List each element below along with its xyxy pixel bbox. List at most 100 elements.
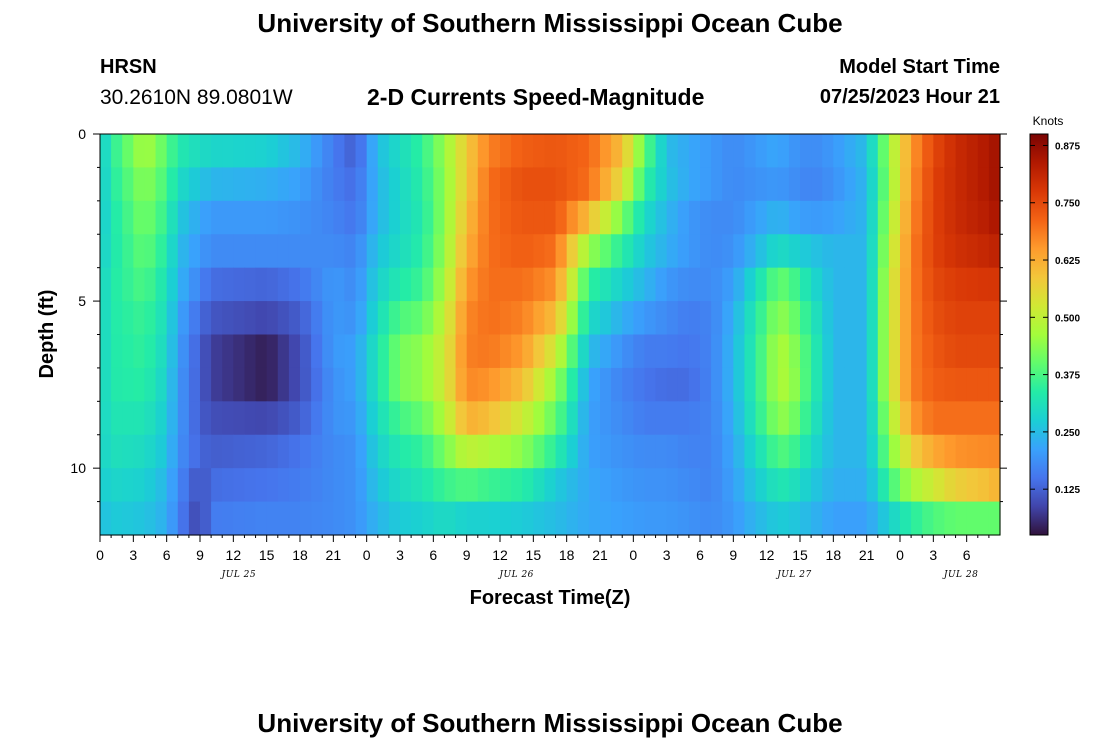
colorbar-tick-label: 0.250 — [1055, 428, 1080, 439]
heatmap-cell — [122, 301, 134, 336]
heatmap-cell — [977, 267, 990, 302]
heatmap-cell — [177, 200, 190, 235]
heatmap-cell — [711, 401, 723, 436]
heatmap-cell — [188, 200, 201, 235]
heatmap-cell — [977, 334, 990, 369]
heatmap-cell — [344, 134, 357, 169]
heatmap-cell — [266, 134, 279, 169]
heatmap-cell — [411, 334, 423, 369]
heatmap-cell — [400, 267, 412, 302]
heatmap-cell — [622, 501, 634, 536]
heatmap-cell — [155, 167, 168, 202]
heatmap-cell — [166, 134, 179, 169]
heatmap-cell — [400, 301, 412, 336]
heatmap-cell — [500, 367, 512, 402]
heatmap-cell — [433, 501, 446, 536]
heatmap-cell — [922, 167, 934, 202]
heatmap-cell — [811, 134, 823, 169]
heatmap-cell — [533, 367, 546, 402]
heatmap-cell — [544, 334, 557, 369]
heatmap-cell — [422, 401, 434, 436]
heatmap-cell — [766, 367, 779, 402]
heatmap-cell — [333, 167, 346, 202]
heatmap-cell — [544, 167, 557, 202]
heatmap-cell — [511, 334, 523, 369]
heatmap-cell — [311, 468, 323, 503]
heatmap-cell — [477, 134, 490, 169]
heatmap-cell — [533, 334, 546, 369]
heatmap-cell — [133, 167, 146, 202]
heatmap-cell — [511, 267, 523, 302]
heatmap-cell — [900, 401, 912, 436]
heatmap-cell — [922, 334, 934, 369]
heatmap-cell — [566, 367, 579, 402]
x-date-label: JUL 26 — [497, 570, 533, 580]
heatmap-cell — [944, 401, 957, 436]
heatmap-cell — [433, 167, 446, 202]
heatmap-cell — [788, 468, 801, 503]
heatmap-cell — [655, 167, 668, 202]
heatmap-cell — [255, 334, 268, 369]
heatmap-cell — [211, 267, 223, 302]
heatmap-cell — [244, 401, 257, 436]
heatmap-cell — [788, 134, 801, 169]
heatmap-cell — [933, 234, 946, 269]
heatmap-cell — [233, 401, 246, 436]
heatmap-cell — [766, 501, 779, 536]
heatmap-cell — [622, 234, 634, 269]
heatmap-cell — [888, 234, 901, 269]
heatmap-cell — [611, 200, 623, 235]
heatmap-cell — [644, 334, 657, 369]
heatmap-cell — [422, 367, 434, 402]
heatmap-cell — [822, 301, 834, 336]
heatmap-cell — [800, 501, 812, 536]
heatmap-cell — [900, 134, 912, 169]
heatmap-cell — [855, 367, 868, 402]
heatmap-cell — [655, 234, 668, 269]
heatmap-cell — [600, 167, 612, 202]
heatmap-cell — [822, 167, 834, 202]
heatmap-cell — [777, 468, 790, 503]
heatmap-cell — [888, 367, 901, 402]
heatmap-cell — [722, 301, 734, 336]
heatmap-cell — [844, 301, 857, 336]
heatmap-cell — [388, 134, 401, 169]
x-tick-label: 18 — [826, 547, 842, 563]
heatmap-cell — [577, 468, 590, 503]
heatmap-cell — [822, 334, 834, 369]
heatmap-cell — [222, 401, 234, 436]
heatmap-cell — [666, 434, 679, 469]
heatmap-cell — [644, 200, 657, 235]
heatmap-cell — [200, 334, 212, 369]
heatmap-cell — [888, 200, 901, 235]
heatmap-cell — [455, 501, 468, 536]
heatmap-cell — [655, 501, 668, 536]
heatmap-cell — [888, 134, 901, 169]
heatmap-cell — [800, 468, 812, 503]
heatmap-cell — [766, 334, 779, 369]
heatmap-cell — [400, 468, 412, 503]
heatmap-cell — [533, 200, 546, 235]
heatmap-cell — [400, 334, 412, 369]
heatmap-cell — [600, 434, 612, 469]
heatmap-cell — [888, 301, 901, 336]
heatmap-cell — [744, 267, 757, 302]
heatmap-cell — [311, 401, 323, 436]
heatmap-cell — [822, 401, 834, 436]
heatmap-cell — [288, 401, 301, 436]
heatmap-cell — [255, 501, 268, 536]
heatmap-cell — [944, 367, 957, 402]
heatmap-cell — [633, 267, 646, 302]
heatmap-cell — [811, 167, 823, 202]
heatmap-cell — [855, 134, 868, 169]
heatmap-cell — [177, 301, 190, 336]
heatmap-cell — [166, 434, 179, 469]
heatmap-cell — [200, 301, 212, 336]
heatmap-cell — [922, 267, 934, 302]
heatmap-cell — [911, 501, 923, 536]
heatmap-cell — [222, 367, 234, 402]
heatmap-cell — [688, 301, 701, 336]
heatmap-cell — [288, 367, 301, 402]
heatmap-cell — [811, 301, 823, 336]
heatmap-cell — [155, 468, 168, 503]
